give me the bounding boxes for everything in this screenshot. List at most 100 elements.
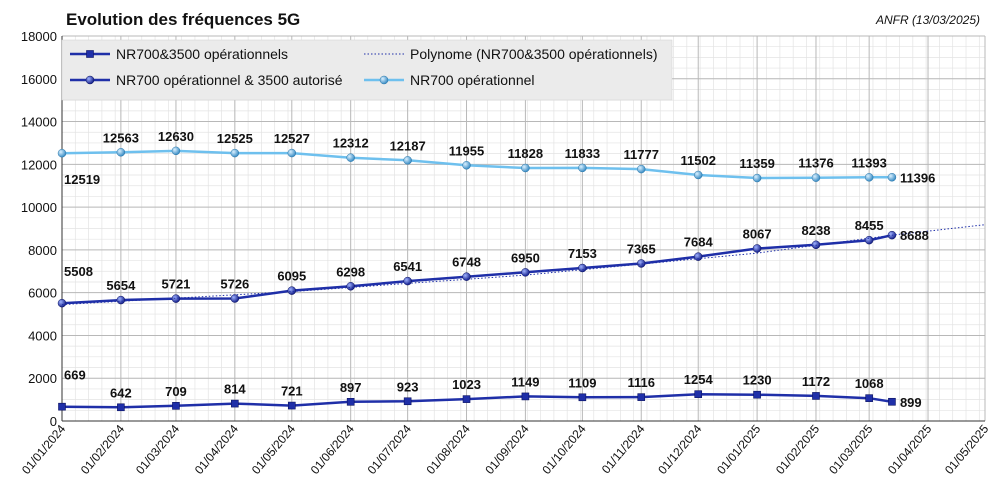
data-label: 11393 — [851, 155, 886, 170]
data-label: 11955 — [449, 143, 484, 158]
series-line-1 — [61, 233, 893, 305]
x-tick-label: 01/01/2024 — [19, 422, 69, 477]
data-label: 11396 — [900, 170, 935, 185]
series-0-marker — [346, 398, 355, 406]
data-label: 8238 — [802, 223, 831, 238]
data-label: 721 — [281, 384, 303, 399]
y-tick-label: 0 — [50, 414, 57, 429]
series-0-marker — [888, 397, 896, 406]
data-label: 923 — [397, 379, 419, 394]
data-label: 1149 — [511, 374, 539, 389]
data-label: 814 — [224, 382, 246, 397]
data-label: 5508 — [64, 264, 93, 279]
x-tick-label: 01/06/2024 — [308, 422, 358, 477]
series-2-marker — [403, 156, 412, 165]
series-1-marker — [521, 268, 530, 277]
data-label: 709 — [165, 384, 187, 399]
series-0-marker — [117, 403, 125, 412]
x-tick-label: 01/03/2024 — [133, 422, 183, 477]
data-label: 6298 — [336, 264, 365, 279]
series-0-marker — [521, 392, 530, 401]
data-label: 12630 — [158, 129, 194, 144]
series-0-marker — [462, 395, 471, 403]
series-line-2 — [61, 149, 892, 180]
series-1-marker — [346, 282, 355, 291]
legend-box — [61, 39, 673, 101]
y-tick-label: 4000 — [28, 328, 57, 343]
series-1-marker — [578, 263, 587, 273]
series-2-marker — [346, 153, 355, 162]
data-label: 12563 — [103, 130, 139, 145]
series-1-marker — [57, 298, 67, 308]
series-0-marker — [637, 393, 646, 401]
legend-marker — [379, 75, 389, 85]
data-label: 6950 — [511, 250, 540, 265]
data-label: 11828 — [508, 146, 543, 161]
chart-legend: NR700&3500 opérationnels Polynome (NR700&… — [61, 39, 673, 101]
series-2-marker — [752, 173, 762, 183]
data-label: 12519 — [64, 172, 100, 187]
series-2-marker — [57, 148, 67, 158]
chart-source: ANFR (13/03/2025) — [875, 13, 980, 27]
x-tick-label: 01/01/2025 — [714, 422, 764, 477]
y-tick-label: 8000 — [28, 243, 57, 258]
x-tick-label: 01/09/2024 — [482, 422, 532, 477]
series-0-marker — [694, 390, 703, 398]
series-line-0 — [61, 392, 893, 409]
x-tick-label: 01/11/2024 — [599, 422, 648, 477]
data-label: 5721 — [161, 277, 190, 292]
series-0-marker — [172, 402, 180, 410]
series-1-marker — [287, 286, 297, 295]
chart-data-labels: 669 642 709 814 721 897 923 1023 1149 1109 1116 125… — [64, 129, 935, 410]
x-tick-label: 01/05/2024 — [249, 422, 299, 477]
legend-marker — [85, 75, 95, 85]
data-label: 12187 — [390, 138, 426, 153]
data-label: 7684 — [684, 235, 714, 250]
series-2-marker — [636, 164, 646, 174]
series-0-marker — [753, 390, 761, 399]
series-1-marker — [171, 294, 181, 303]
legend-label: NR700 opérationnel — [410, 72, 535, 88]
y-tick-label: 2000 — [28, 371, 57, 386]
data-label: 11359 — [739, 156, 774, 171]
data-label: 6541 — [393, 259, 422, 274]
series-2-marker — [521, 163, 530, 173]
x-tick-label: 01/02/2025 — [773, 422, 823, 477]
data-label: 5726 — [220, 277, 249, 292]
series-2-marker — [887, 173, 897, 182]
series-2-marker — [116, 148, 126, 157]
data-label: 6095 — [277, 269, 306, 284]
data-label: 1230 — [743, 373, 772, 388]
series-0-marker — [288, 401, 296, 410]
y-tick-label: 6000 — [28, 286, 57, 301]
series-2-marker — [287, 148, 297, 158]
data-label: 669 — [64, 368, 86, 383]
x-tick-label: 01/04/2024 — [192, 422, 242, 477]
x-tick-label: 01/07/2024 — [365, 422, 415, 477]
data-label: 642 — [110, 385, 132, 400]
data-label: 11376 — [798, 156, 833, 171]
legend-marker — [86, 50, 94, 58]
data-label: 1172 — [802, 374, 830, 389]
chart-series — [57, 146, 986, 412]
y-tick-label: 16000 — [21, 72, 57, 87]
series-1-marker — [230, 294, 240, 303]
chart-title: Evolution des fréquences 5G — [66, 10, 300, 29]
data-label: 1109 — [568, 375, 596, 390]
data-label: 8067 — [743, 226, 772, 241]
series-0-marker — [403, 397, 412, 406]
series-0-marker — [865, 394, 873, 402]
series-2-marker — [578, 163, 587, 173]
x-tick-label: 01/10/2024 — [539, 422, 589, 477]
data-label: 12312 — [333, 136, 369, 151]
data-label: 1116 — [627, 375, 655, 390]
series-1-marker — [116, 295, 126, 305]
data-label: 6748 — [452, 255, 481, 270]
data-label: 12525 — [217, 131, 253, 146]
data-label: 1023 — [452, 377, 481, 392]
y-tick-label: 14000 — [21, 115, 57, 130]
data-label: 7153 — [568, 246, 597, 261]
data-label: 11777 — [624, 147, 659, 162]
x-tick-label: 01/03/2025 — [826, 422, 876, 477]
